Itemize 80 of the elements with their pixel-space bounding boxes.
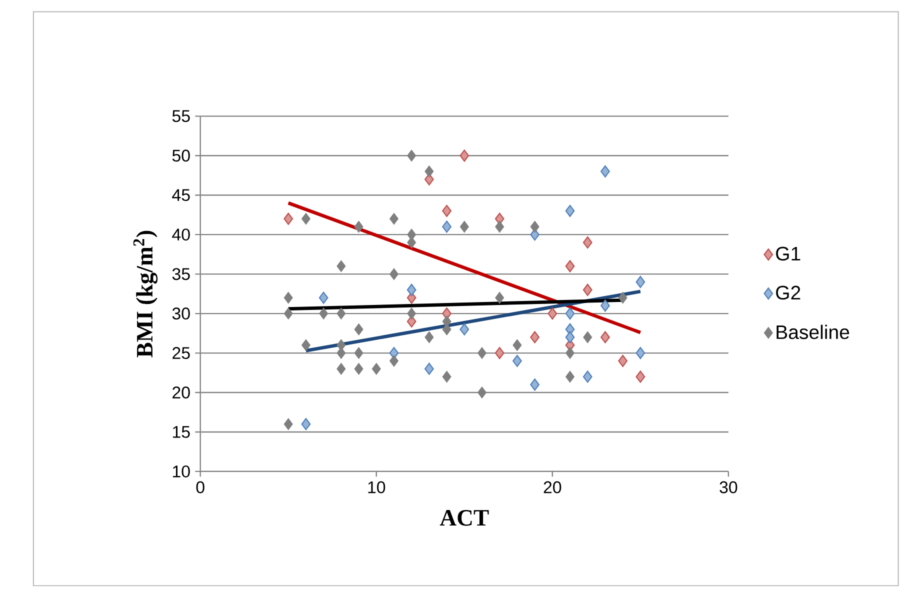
point: [442, 220, 452, 233]
x-tick-label: 20: [544, 482, 562, 494]
point: [460, 221, 469, 233]
y-tick-label: 20: [172, 386, 190, 399]
point: [495, 292, 504, 304]
point: [336, 363, 346, 375]
point: [565, 205, 575, 218]
point: [512, 355, 522, 368]
point: [424, 332, 434, 344]
x-tick-label: 10: [368, 482, 386, 494]
point: [407, 308, 416, 320]
point: [424, 166, 434, 178]
point: [354, 324, 364, 336]
point: [530, 378, 540, 391]
point: [636, 276, 646, 288]
legend-label: Baseline: [776, 325, 850, 340]
y-tick-label: 30: [172, 308, 190, 320]
point: [460, 324, 470, 336]
point: [494, 347, 504, 360]
y-axis-title: BMI (kg/m$^{2}$): [133, 231, 158, 358]
point: [600, 166, 610, 178]
point: [618, 292, 628, 304]
point: [583, 332, 592, 344]
point: [354, 363, 364, 375]
point: [478, 347, 486, 360]
y-tick-label: 55: [172, 110, 190, 122]
y-tick-label: 35: [172, 268, 190, 280]
point: [566, 371, 574, 383]
point: [284, 212, 294, 226]
point: [336, 308, 346, 320]
point: [301, 340, 310, 352]
y-tick-label: 50: [172, 150, 190, 162]
point: [318, 292, 328, 304]
point: [301, 213, 310, 225]
point: [372, 363, 381, 375]
x-axis-title: ACT: [440, 510, 489, 526]
point: [301, 418, 311, 430]
point: [319, 308, 328, 320]
point: [389, 268, 398, 280]
point: [424, 363, 434, 376]
point: [566, 347, 574, 360]
point: [582, 370, 592, 384]
y-tick-label: 40: [172, 228, 190, 241]
point: [495, 221, 504, 233]
point: [548, 308, 558, 320]
point: [442, 205, 452, 218]
point: [284, 292, 293, 304]
point: [530, 331, 540, 344]
point: [336, 260, 346, 272]
point: [478, 386, 486, 399]
point: [582, 236, 592, 249]
point: [565, 308, 575, 320]
point: [636, 347, 646, 360]
point: [389, 213, 398, 225]
y-tick-label: 45: [172, 189, 190, 202]
x-tick-label: 0: [196, 482, 204, 494]
point: [565, 331, 575, 344]
point: [636, 370, 646, 384]
y-tick-label: 25: [172, 347, 190, 360]
y-tick-label: 15: [173, 426, 190, 438]
point: [530, 221, 540, 233]
point: [407, 150, 416, 162]
point: [460, 150, 470, 162]
legend-label: G1: [776, 246, 800, 261]
point: [582, 284, 592, 296]
y-tick-label: 10: [173, 466, 190, 478]
point: [284, 308, 293, 320]
point: [600, 300, 610, 312]
point: [354, 347, 364, 360]
point: [442, 371, 452, 383]
point: [600, 331, 610, 344]
point: [284, 418, 293, 430]
legend-label: G2: [776, 286, 800, 300]
point: [389, 355, 398, 368]
point: [565, 260, 575, 272]
point: [406, 284, 416, 296]
x-tick-label: 30: [720, 482, 738, 494]
point: [512, 340, 522, 352]
point: [354, 221, 364, 233]
point: [618, 355, 628, 368]
